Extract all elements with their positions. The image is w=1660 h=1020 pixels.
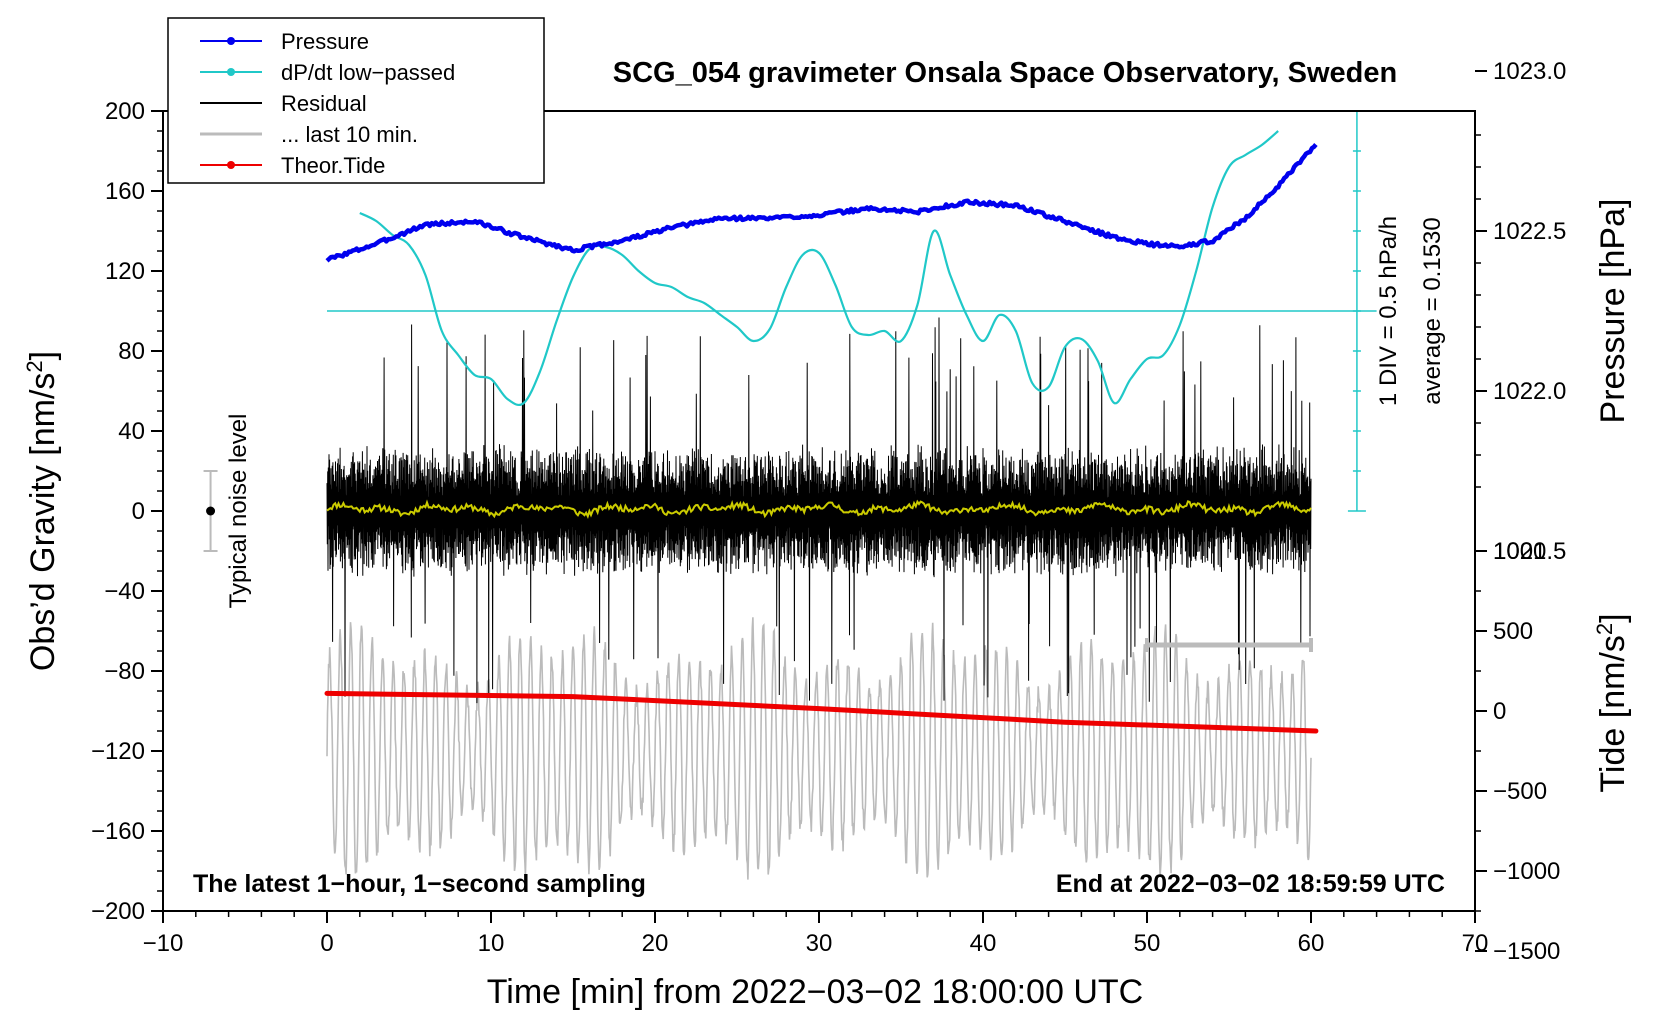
y-tick-label: −80 — [104, 658, 145, 685]
y-tick-label: 120 — [105, 258, 145, 285]
pressure-tick-label: 1023.0 — [1493, 58, 1566, 85]
legend-label-pressure: Pressure — [281, 29, 369, 54]
y-tick-label: 160 — [105, 178, 145, 205]
tide-tick-label: 500 — [1493, 618, 1533, 645]
x-axis-title: Time [min] from 2022−03−02 18:00:00 UTC — [487, 973, 1143, 1011]
pressure-tick-label: 1022.5 — [1493, 218, 1566, 245]
chart-title: SCG_054 gravimeter Onsala Space Observat… — [613, 57, 1397, 89]
average-label: average = 0.1530 — [1419, 217, 1446, 405]
legend-label-last10: ... last 10 min. — [281, 122, 418, 147]
legend-label-tide: Theor.Tide — [281, 153, 385, 178]
pressure-axis-title: Pressure [hPa] — [1594, 199, 1632, 424]
pressure-tick-label: 1022.0 — [1493, 378, 1566, 405]
legend-marker-dpdt — [227, 68, 235, 76]
residual-series-line — [326, 317, 1312, 704]
noise-level-label: Typical noise level — [225, 414, 252, 609]
y-tick-label: 80 — [118, 338, 145, 365]
plot-layer — [203, 110, 1377, 880]
legend-label-dpdt: dP/dt low−passed — [281, 60, 455, 85]
x-tick-label: 50 — [1134, 930, 1161, 957]
x-tick-label: 60 — [1298, 930, 1325, 957]
x-tick-label: 70 — [1462, 930, 1489, 957]
axes-layer: −10 0 10 20 30 40 50 60 70 200 160 120 80 40 0 −40 −80 −1… — [91, 58, 1566, 965]
x-tick-label: 30 — [806, 930, 833, 957]
legend-label-residual: Residual — [281, 91, 367, 116]
x-tick-label: 20 — [642, 930, 669, 957]
pressure-series-line — [325, 143, 1318, 263]
y-tick-label: −120 — [91, 738, 145, 765]
tide-tick-label: −1000 — [1493, 858, 1560, 885]
div-scale-label: 1 DIV = 0.5 hPa/h — [1375, 216, 1402, 406]
legend-marker-pressure — [227, 37, 235, 45]
legend: Pressure dP/dt low−passed Residual ... last… — [167, 17, 545, 184]
pressure-tick-label: 1021.5 — [1493, 538, 1566, 565]
y-axis-title: Obs’d Gravity [nm/s2] — [22, 351, 63, 671]
tide-tick-label: 0 — [1493, 698, 1506, 725]
tide-tick-label: 1000 — [1493, 538, 1546, 565]
y-tick-label: −160 — [91, 818, 145, 845]
dpdt-series-line — [359, 130, 1279, 407]
x-tick-label: 10 — [478, 930, 505, 957]
x-tick-label: −10 — [143, 930, 184, 957]
last10-series-line — [326, 617, 1312, 880]
noise-bar-center-dot — [206, 506, 216, 516]
end-time-note: End at 2022−03−02 18:59:59 UTC — [1056, 870, 1445, 898]
tide-axis-title: Tide [nm/s2] — [1592, 613, 1633, 792]
x-tick-label: 40 — [970, 930, 997, 957]
legend-marker-tide — [227, 161, 235, 169]
y-tick-label: 200 — [105, 98, 145, 125]
tide-series-line — [324, 690, 1319, 734]
y-tick-label: −40 — [104, 578, 145, 605]
y-tick-label: 0 — [132, 498, 145, 525]
tide-tick-label: −500 — [1493, 778, 1547, 805]
tide-tick-label: −1500 — [1493, 938, 1560, 965]
sampling-note: The latest 1−hour, 1−second sampling — [193, 870, 646, 898]
y-tick-label: 40 — [118, 418, 145, 445]
y-tick-label: −200 — [91, 898, 145, 925]
legend-box — [167, 17, 545, 184]
x-tick-label: 0 — [320, 930, 333, 957]
residual-smoothed-line — [326, 499, 1312, 520]
